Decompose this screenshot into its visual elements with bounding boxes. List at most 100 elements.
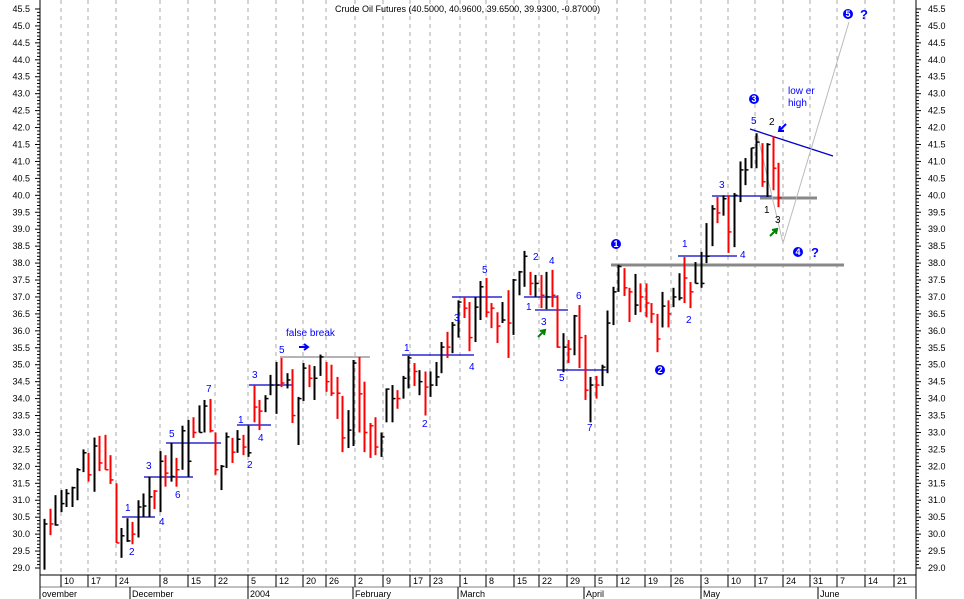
x-tick-label: 9 [386,576,391,586]
price-bar [358,356,363,433]
x-tick-label: 17 [91,576,101,586]
price-bar [474,296,479,343]
price-bar [407,355,412,389]
price-bar [291,369,296,423]
wave-label: 5 [279,345,285,356]
price-bar [523,250,528,287]
price-bar [264,395,269,413]
price-bar [242,434,247,456]
x-month-label: ovember [42,589,77,599]
price-bar [269,374,274,396]
y-tick-label-right: 41.5 [928,140,946,150]
x-tick-label: 26 [329,576,339,586]
y-tick-label-right: 36.0 [928,326,946,336]
wave-label: 4 [469,362,475,373]
wave-label: 1 [526,302,532,313]
lower-high-trendline [749,128,834,157]
price-bar [540,274,545,309]
y-tick-label-right: 32.5 [928,444,946,454]
x-tick-label: 14 [868,576,878,586]
price-bar [313,366,318,400]
y-tick-label-right: 38.0 [928,258,946,268]
price-bar [733,192,738,248]
x-tick-label: 31 [813,576,823,586]
x-tick-label: 26 [674,576,684,586]
price-bar [153,490,158,510]
y-tick-label-right: 40.5 [928,173,946,183]
price-bar [325,362,330,392]
y-tick-label-right: 44.5 [928,38,946,48]
price-bar [672,287,677,308]
wave-label: 3 [252,370,258,381]
price-bar [104,434,109,471]
circled-wave-5: 5 [843,9,853,19]
y-tick-label-left: 45.0 [12,21,30,31]
y-tick-label-left: 38.5 [12,241,30,251]
y-tick-label-left: 40.0 [12,190,30,200]
y-tick-label-left: 44.0 [12,55,30,65]
circled-label: 5 [845,9,850,19]
price-bar [689,282,694,309]
x-tick-label: 10 [64,576,74,586]
price-bar [661,291,666,328]
price-bar [694,262,699,285]
price-bar [451,322,456,354]
price-bar [705,223,710,264]
y-tick-label-right: 31.0 [928,495,946,505]
y-tick-label-right: 35.5 [928,343,946,353]
y-tick-label-left: 43.0 [12,89,30,99]
y-tick-label-left: 45.5 [12,4,30,14]
price-bar [148,476,153,518]
price-bar [60,490,65,513]
price-bar [87,452,92,482]
y-tick-label-right: 42.0 [928,123,946,133]
y-tick-label-left: 30.0 [12,529,30,539]
price-bar [65,489,70,508]
down-left-arrow-icon [777,123,787,132]
circled-label: 2 [657,365,662,375]
price-bar [446,331,451,358]
y-tick-label-left: 31.5 [12,478,30,488]
y-tick-label-right: 30.0 [928,529,946,539]
price-bar [612,286,617,326]
y-tick-label-left: 33.0 [12,427,30,437]
x-tick-label: 19 [648,576,658,586]
x-tick-label: 10 [731,576,741,586]
y-tick-label-right: 29.5 [928,546,946,556]
price-bar [413,363,418,387]
y-tick-label-left: 43.5 [12,72,30,82]
y-tick-label-left: 36.0 [12,326,30,336]
price-bar [236,430,241,453]
wave-label: 5 [169,429,175,440]
y-tick-label-left: 42.0 [12,123,30,133]
price-bar [380,432,385,457]
price-bar [750,147,755,169]
price-bar [231,437,236,463]
y-tick-label-right: 38.5 [928,241,946,251]
price-bar [187,419,192,477]
price-bar [429,371,434,397]
black-label: 1 [764,205,770,216]
false-break-label: false break [286,328,336,339]
price-bar [578,305,583,369]
circled-wave-2: 2 [655,365,665,375]
price-bar [71,486,76,508]
y-tick-label-left: 41.0 [12,156,30,166]
price-bar [440,342,445,374]
price-bar [545,271,550,310]
circled-wave-3: 3 [749,94,759,104]
x-tick-label: 5 [598,576,603,586]
price-bar [463,296,468,318]
question-mark: ? [860,7,868,22]
price-bar [203,399,208,433]
y-tick-label-right: 36.5 [928,309,946,319]
circled-wave-1: 1 [611,239,621,249]
price-bar [280,357,285,388]
price-bar [551,269,556,308]
wave-label: 4 [549,256,555,267]
x-month-label: April [586,589,604,599]
price-bar [98,435,103,472]
wave-labels: 1 2 3 4 5 6 7 1 2 3 4 5 1 2 3 4 5 1 2 4 … [125,116,757,558]
price-bar [352,359,357,447]
price-bar [209,398,214,433]
